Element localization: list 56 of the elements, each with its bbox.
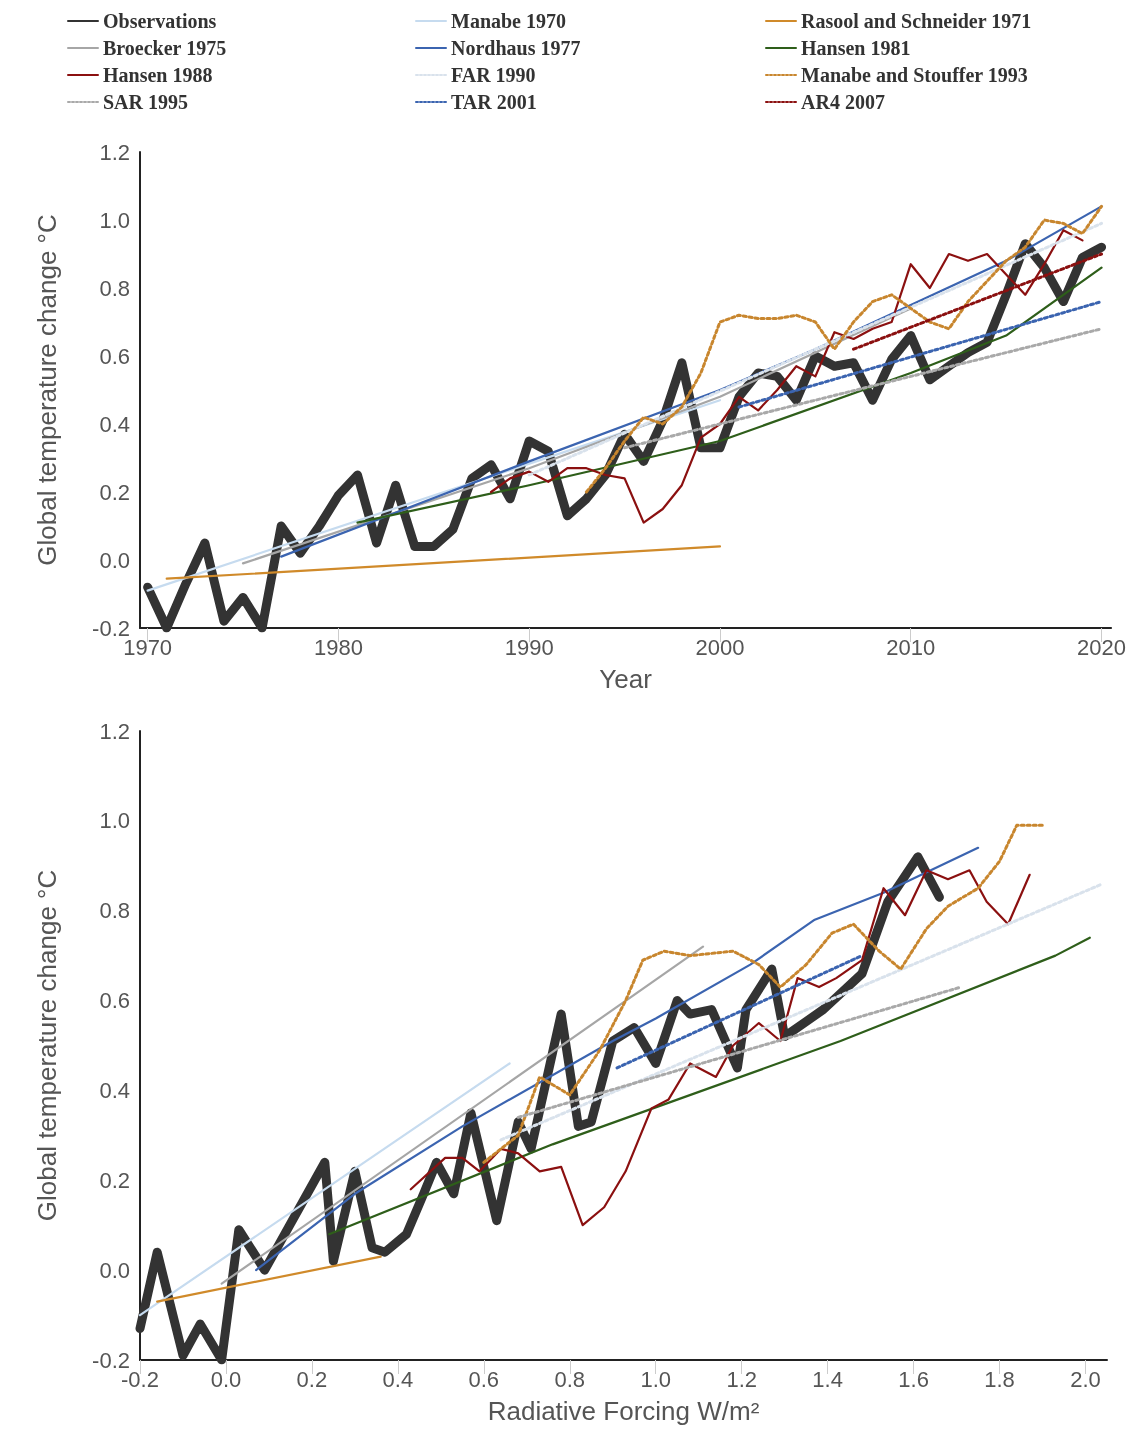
line-series xyxy=(409,869,1031,1227)
line-series xyxy=(328,936,1091,1236)
y-axis-title: Global temperature change °C xyxy=(32,214,62,566)
y-tick-label: 0.6 xyxy=(99,343,130,369)
legend-label: Nordhaus 1977 xyxy=(451,37,581,59)
x-tick-label: 1990 xyxy=(504,634,554,660)
line-series xyxy=(254,846,980,1272)
y-tick-label: 0.0 xyxy=(99,547,130,573)
y-tick-label: -0.2 xyxy=(92,615,130,641)
x-tick-label: 2010 xyxy=(886,634,936,660)
legend-label: Broecker 1975 xyxy=(103,37,227,59)
legend-label: Observations xyxy=(103,10,217,32)
x-tick-label: 0.0 xyxy=(210,1366,242,1392)
y-tick-label: 0.6 xyxy=(99,988,130,1014)
legend-label: TAR 2001 xyxy=(451,91,537,113)
y-tick-label: 0.4 xyxy=(99,1077,130,1103)
x-tick-label: 0.2 xyxy=(296,1366,328,1392)
y-tick-label: 0.8 xyxy=(99,275,130,301)
y-tick-label: 1.2 xyxy=(99,139,130,165)
x-tick-label: 1.4 xyxy=(812,1366,843,1392)
legend-label: Hansen 1988 xyxy=(103,64,213,86)
y-axis-title: Global temperature change °C xyxy=(32,869,62,1222)
y-tick-label: 0.0 xyxy=(99,1257,130,1283)
x-axis-title: Year xyxy=(599,664,653,694)
y-tick-label: 0.4 xyxy=(99,411,130,437)
line-series xyxy=(482,823,1045,1164)
legend-label: AR4 2007 xyxy=(801,91,885,113)
x-tick-label: 1.8 xyxy=(984,1366,1015,1392)
x-tick-label: 2000 xyxy=(695,634,745,660)
legend-label: Manabe 1970 xyxy=(451,10,566,32)
x-tick-label: 1.2 xyxy=(726,1366,757,1392)
line-series xyxy=(356,266,1103,524)
y-tick-label: 0.8 xyxy=(99,898,130,924)
x-axis-title: Radiative Forcing W/m² xyxy=(487,1396,760,1426)
line-series xyxy=(280,205,1103,558)
y-tick-label: 0.2 xyxy=(99,1167,130,1193)
legend-label: SAR 1995 xyxy=(103,91,189,113)
legend-label: Manabe and Stouffer 1993 xyxy=(801,64,1028,86)
x-tick-label: 0.8 xyxy=(554,1366,586,1392)
y-tick-label: 0.2 xyxy=(99,479,130,505)
y-tick-label: -0.2 xyxy=(92,1347,130,1373)
legend-label: Rasool and Schneider 1971 xyxy=(801,10,1032,32)
x-tick-label: 2020 xyxy=(1077,634,1127,660)
x-tick-label: 1.0 xyxy=(640,1366,672,1392)
x-tick-label: 1.6 xyxy=(898,1366,929,1392)
y-tick-label: 1.0 xyxy=(99,808,130,834)
x-tick-label: 2.0 xyxy=(1070,1366,1101,1392)
x-tick-label: 1980 xyxy=(313,634,363,660)
x-tick-label: 0.6 xyxy=(468,1366,500,1392)
line-series xyxy=(584,204,1104,494)
line-series xyxy=(241,307,912,565)
legend-label: FAR 1990 xyxy=(451,64,536,86)
legend-label: Hansen 1981 xyxy=(801,37,911,59)
y-tick-label: 1.2 xyxy=(99,718,130,744)
y-tick-label: 1.0 xyxy=(99,207,130,233)
x-tick-label: 0.4 xyxy=(382,1366,414,1392)
